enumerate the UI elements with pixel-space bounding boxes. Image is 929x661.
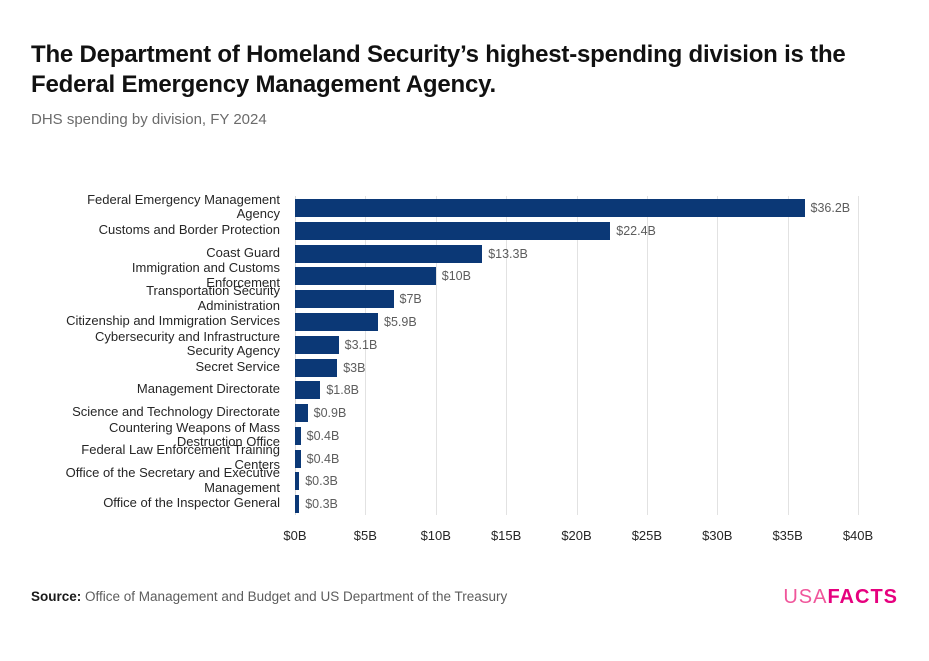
bar-value-label: $10B <box>441 269 471 284</box>
y-axis-category-label: Immigration and Customs Enforcement <box>131 260 280 290</box>
bar[interactable] <box>295 221 611 240</box>
logo-facts-text: FACTS <box>827 586 898 608</box>
bar-row[interactable]: $0.3B <box>295 492 858 515</box>
bar[interactable] <box>295 426 301 445</box>
bar-value-label: $36.2B <box>810 201 851 215</box>
bar-row[interactable]: $0.3B <box>295 469 858 492</box>
gridline <box>858 196 859 515</box>
gridline <box>646 196 648 515</box>
x-axis-tick-label: $40B <box>842 528 874 543</box>
logo-usa-text: USA <box>783 586 828 608</box>
x-axis-tick-label: $35B <box>772 528 803 543</box>
chart-subtitle: DHS spending by division, FY 2024 <box>31 111 267 128</box>
bar-row[interactable]: $10B <box>295 264 858 287</box>
bar-value-label: $3B <box>343 360 366 375</box>
bar-value-label: $0.3B <box>305 497 338 512</box>
bar-row[interactable]: $0.4B <box>295 424 858 447</box>
bar[interactable] <box>295 335 339 354</box>
bar[interactable] <box>295 449 301 468</box>
bar[interactable] <box>295 267 436 286</box>
x-axis-tick-label: $25B <box>631 528 663 543</box>
page-title: The Department of Homeland Security’s hi… <box>31 41 846 98</box>
bar[interactable] <box>295 358 338 377</box>
plot-area: $36.2B $22.4B $13.3B $10B $7B $5.9B $3.1B $3B $1… <box>295 196 859 515</box>
y-axis-category-label: Citizenship and Immigration Services <box>66 313 280 329</box>
bar-row[interactable]: $1.8B <box>295 378 858 401</box>
bar-row[interactable]: $7B <box>295 287 858 310</box>
bar-value-label: $22.4B <box>616 223 656 238</box>
bar[interactable] <box>295 381 321 400</box>
bar-series: $36.2B $22.4B $13.3B $10B $7B $5.9B $3.1B $3B $1… <box>295 196 858 515</box>
bar-row[interactable]: $0.9B <box>295 401 858 424</box>
bar-row[interactable]: $5.9B <box>295 310 858 333</box>
y-axis-category-label: Transportation Security Administration <box>146 282 280 313</box>
y-axis-category-label: Coast Guard <box>206 244 280 260</box>
x-axis-tick-labels: $0B $5B $10B $15B $20B $25B $30B $35B $40B <box>283 528 873 548</box>
bar[interactable] <box>295 199 805 217</box>
x-axis-tick-label: $5B <box>353 528 377 543</box>
x-axis-tick-label: $30B <box>702 528 733 543</box>
bar-row[interactable]: $3B <box>295 356 858 379</box>
y-axis-category-label: Management Directorate <box>136 381 280 397</box>
bar-value-label: $0.9B <box>313 406 347 421</box>
x-axis-tick-label: $20B <box>561 528 592 543</box>
bar-value-label: $0.4B <box>306 451 340 466</box>
bar-value-label: $5.9B <box>384 314 417 329</box>
gridline <box>295 196 296 515</box>
bar-value-label: $1.8B <box>326 383 359 398</box>
bar-value-label: $13.3B <box>488 246 528 261</box>
y-axis-category-label: Federal Emergency Management Agency <box>87 191 280 222</box>
gridline <box>506 196 508 515</box>
y-axis-category-label: Customs and Border Protection <box>98 221 280 237</box>
y-axis-category-label: Office of the Inspector General <box>103 495 280 511</box>
bar-value-label: $7B <box>399 292 422 307</box>
source-text: Office of Management and Budget and US D… <box>85 589 508 604</box>
gridline <box>435 196 437 515</box>
y-axis-category-label: Science and Technology Directorate <box>72 404 280 420</box>
usafacts-logo: USAFACTS <box>783 585 898 609</box>
x-axis-tick-label: $15B <box>490 528 522 543</box>
bar[interactable] <box>295 312 379 331</box>
bar[interactable] <box>295 472 300 491</box>
bar-row[interactable]: $22.4B <box>295 219 858 242</box>
bar[interactable] <box>295 244 483 263</box>
y-axis-labels: Federal Emergency Management Agency Custo… <box>18 191 280 515</box>
chart-header: The Department of Homeland Security’s hi… <box>31 40 851 129</box>
y-axis-category-label: Office of the Secretary and Executive Ma… <box>65 465 280 495</box>
x-axis-tick-label: $0B <box>283 528 307 543</box>
gridline <box>717 196 719 515</box>
y-axis-category-label: Secret Service <box>195 358 280 374</box>
source-label: Source: <box>31 589 82 604</box>
bar-row[interactable]: $36.2B <box>295 196 858 219</box>
source-note: Source: Office of Management and Budget … <box>31 587 507 607</box>
bar-row[interactable]: $0.4B <box>295 447 858 470</box>
bar-value-label: $3.1B <box>344 337 378 352</box>
bar-row[interactable]: $13.3B <box>295 242 858 265</box>
y-axis-category-label: Countering Weapons of Mass Destruction O… <box>108 419 280 450</box>
gridline <box>787 196 789 515</box>
chart-footer: Source: Office of Management and Budget … <box>31 585 898 613</box>
y-axis-category-label: Federal Law Enforcement Training Centers <box>81 442 280 473</box>
x-axis-tick-label: $10B <box>420 528 451 543</box>
gridline <box>365 196 367 515</box>
bar[interactable] <box>295 290 394 309</box>
bar[interactable] <box>295 404 308 423</box>
bar-row[interactable]: $3.1B <box>295 333 858 356</box>
bar-value-label: $0.3B <box>305 474 338 489</box>
y-axis-category-label: Cybersecurity and Infrastructure Securit… <box>95 328 280 359</box>
bar-value-label: $0.4B <box>306 428 340 443</box>
bar[interactable] <box>295 495 300 514</box>
gridline <box>576 196 578 515</box>
